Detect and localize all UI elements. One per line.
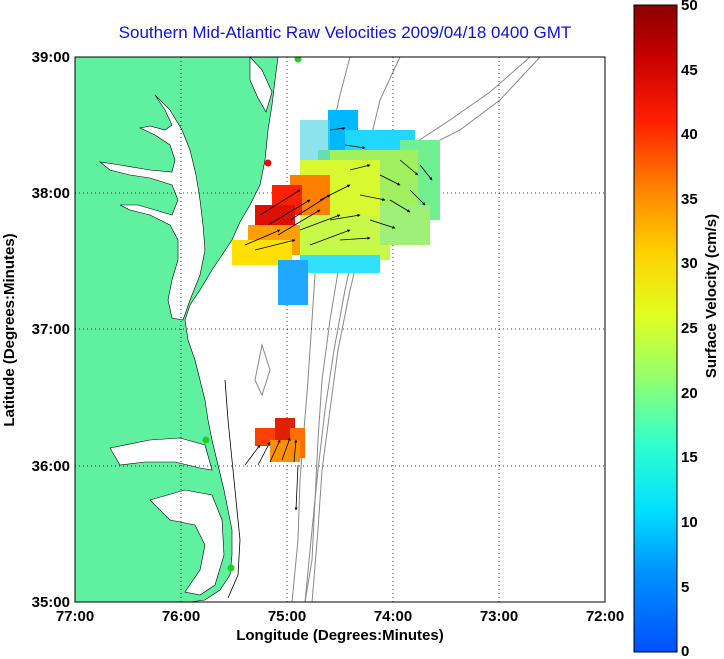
albemarle-sound	[109, 437, 213, 471]
y-tick-label: 38:00	[32, 185, 70, 202]
velocity-vectors-north	[244, 126, 433, 251]
colorbar-tick-label: 50	[681, 0, 698, 14]
colorbar-tick-label: 0	[681, 643, 689, 659]
barrier-islands	[224, 379, 241, 599]
colorbar-tick-label: 15	[681, 449, 698, 466]
pamlico-sound	[149, 489, 225, 596]
y-tick-label: 36:00	[32, 458, 70, 475]
colorbar-tick-label: 30	[681, 255, 698, 272]
y-tick-label: 35:00	[32, 594, 70, 611]
velocity-vectors-south	[244, 437, 299, 511]
station-marker-green	[202, 436, 210, 444]
y-axis-label: Latitude (Degrees:Minutes)	[1, 233, 18, 426]
station-marker-green	[227, 564, 235, 572]
x-tick-label: 76:00	[162, 608, 200, 625]
x-tick-label: 72:00	[586, 608, 624, 625]
colorbar-tick-label: 35	[681, 191, 698, 208]
x-tick-label: 73:00	[480, 608, 518, 625]
y-tick-label: 39:00	[32, 49, 70, 66]
x-tick-label: 75:00	[268, 608, 306, 625]
colorbar-tick-label: 25	[681, 320, 698, 337]
x-tick-label: 74:00	[374, 608, 412, 625]
plot-frame	[74, 56, 606, 603]
y-axis-ticks: 39:00 38:00 37:00 36:00 35:00	[32, 49, 70, 611]
station-marker-green	[294, 57, 302, 63]
colorbar-tick-label: 5	[681, 579, 689, 596]
map-title: Southern Mid-Atlantic Raw Velocities 200…	[119, 23, 572, 42]
x-axis-ticks: 77:00 76:00 75:00 74:00 73:00 72:00	[56, 608, 624, 625]
colorbar-ticks: 0 5 10 15 20 25 30 35 40 45 50	[681, 0, 698, 659]
radar-stations	[202, 57, 302, 572]
station-marker-red	[264, 159, 272, 167]
colorbar-tick-label: 40	[681, 126, 698, 143]
colorbar	[633, 4, 678, 653]
x-axis-label: Longitude (Degrees:Minutes)	[236, 627, 444, 644]
delaware-bay	[249, 57, 273, 113]
colorbar-label: Surface Velocity (cm/s)	[703, 214, 720, 378]
chesapeake-bay	[98, 94, 206, 321]
colorbar-tick-label: 10	[681, 514, 698, 531]
y-tick-label: 37:00	[32, 321, 70, 338]
colorbar-tick-label: 20	[681, 385, 698, 402]
colorbar-tick-label: 45	[681, 62, 698, 79]
x-tick-label: 77:00	[56, 608, 94, 625]
